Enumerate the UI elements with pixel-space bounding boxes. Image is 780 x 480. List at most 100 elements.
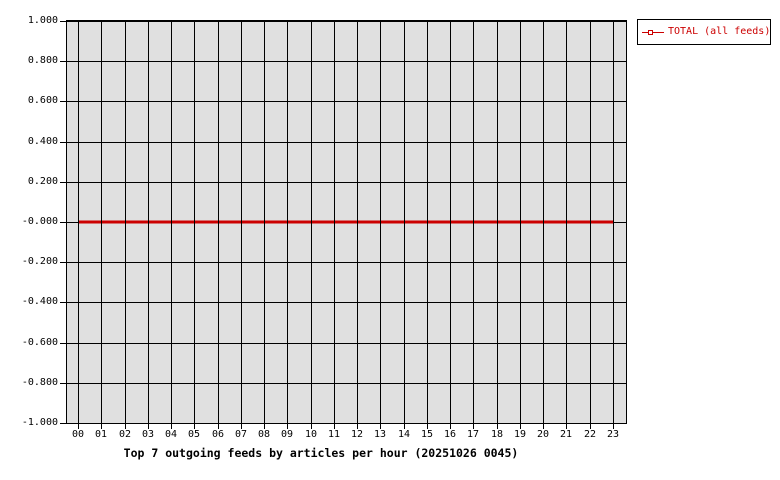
x-gridline <box>171 21 172 423</box>
y-gridline <box>67 101 626 102</box>
x-gridline <box>404 21 405 423</box>
x-tick-mark <box>590 424 591 429</box>
x-gridline <box>497 21 498 423</box>
x-gridline <box>613 21 614 423</box>
y-gridline <box>67 21 626 22</box>
x-tick-mark <box>148 424 149 429</box>
y-tick-mark <box>60 182 66 183</box>
x-tick-mark <box>520 424 521 429</box>
x-tick-mark <box>473 424 474 429</box>
x-tick-label: 17 <box>466 429 480 440</box>
y-tick-mark <box>60 383 66 384</box>
y-gridline <box>67 302 626 303</box>
x-tick-label: 07 <box>234 429 248 440</box>
y-tick-mark <box>60 423 66 424</box>
x-gridline <box>264 21 265 423</box>
plot-area <box>66 20 627 424</box>
series-line-layer <box>78 220 613 224</box>
y-tick-label: -0.200 <box>21 256 58 267</box>
x-tick-label: 19 <box>513 429 527 440</box>
x-tick-mark <box>613 424 614 429</box>
x-tick-label: 16 <box>443 429 457 440</box>
y-tick-mark <box>60 61 66 62</box>
x-tick-mark <box>404 424 405 429</box>
x-tick-mark <box>497 424 498 429</box>
x-tick-label: 00 <box>71 429 85 440</box>
x-gridline <box>450 21 451 423</box>
y-gridline <box>67 343 626 344</box>
x-gridline <box>566 21 567 423</box>
x-tick-mark <box>357 424 358 429</box>
x-gridline <box>334 21 335 423</box>
x-gridline <box>125 21 126 423</box>
x-gridline <box>218 21 219 423</box>
x-tick-label: 15 <box>420 429 434 440</box>
legend-line-sample <box>642 29 664 36</box>
x-gridline <box>543 21 544 423</box>
x-tick-label: 11 <box>327 429 341 440</box>
x-tick-label: 03 <box>141 429 155 440</box>
x-tick-mark <box>450 424 451 429</box>
x-tick-mark <box>218 424 219 429</box>
x-tick-mark <box>334 424 335 429</box>
legend-line-icon <box>642 31 664 33</box>
x-tick-mark <box>380 424 381 429</box>
x-tick-label: 18 <box>490 429 504 440</box>
x-tick-mark <box>311 424 312 429</box>
x-tick-mark <box>241 424 242 429</box>
x-gridline <box>194 21 195 423</box>
y-tick-mark <box>60 343 66 344</box>
x-tick-label: 01 <box>94 429 108 440</box>
x-tick-label: 04 <box>164 429 178 440</box>
x-gridline <box>241 21 242 423</box>
y-gridline <box>67 182 626 183</box>
x-gridline <box>101 21 102 423</box>
x-tick-label: 14 <box>397 429 411 440</box>
y-tick-mark <box>60 222 66 223</box>
legend-square-marker-icon <box>648 29 653 35</box>
y-tick-label: 0.400 <box>27 136 58 147</box>
y-gridline <box>67 262 626 263</box>
x-gridline <box>380 21 381 423</box>
x-tick-mark <box>543 424 544 429</box>
x-tick-mark <box>78 424 79 429</box>
x-tick-label: 21 <box>559 429 573 440</box>
y-tick-label: 0.600 <box>27 95 58 106</box>
y-gridline <box>67 142 626 143</box>
x-gridline <box>287 21 288 423</box>
x-tick-mark <box>194 424 195 429</box>
y-tick-label: -1.000 <box>21 417 58 428</box>
y-tick-mark <box>60 101 66 102</box>
x-tick-label: 20 <box>536 429 550 440</box>
x-tick-label: 22 <box>583 429 597 440</box>
x-tick-label: 09 <box>280 429 294 440</box>
x-tick-mark <box>125 424 126 429</box>
x-tick-mark <box>287 424 288 429</box>
y-tick-label: -0.400 <box>21 296 58 307</box>
y-tick-label: 1.000 <box>27 15 58 26</box>
x-tick-mark <box>264 424 265 429</box>
x-gridline <box>473 21 474 423</box>
y-tick-label: -0.600 <box>21 337 58 348</box>
y-tick-label: -0.800 <box>21 377 58 388</box>
x-tick-mark <box>566 424 567 429</box>
y-tick-label: 0.200 <box>27 176 58 187</box>
x-tick-label: 13 <box>373 429 387 440</box>
legend-box: TOTAL (all feeds) <box>637 19 771 45</box>
y-tick-mark <box>60 302 66 303</box>
x-tick-mark <box>171 424 172 429</box>
x-gridline <box>427 21 428 423</box>
y-gridline <box>67 61 626 62</box>
y-gridline <box>67 383 626 384</box>
x-gridline <box>148 21 149 423</box>
x-tick-mark <box>427 424 428 429</box>
y-gridline <box>67 423 626 424</box>
y-tick-label: -0.000 <box>21 216 58 227</box>
y-tick-mark <box>60 262 66 263</box>
x-tick-label: 23 <box>606 429 620 440</box>
x-tick-label: 08 <box>257 429 271 440</box>
chart-title: Top 7 outgoing feeds by articles per hou… <box>123 446 519 460</box>
y-tick-mark <box>60 21 66 22</box>
x-tick-label: 06 <box>211 429 225 440</box>
